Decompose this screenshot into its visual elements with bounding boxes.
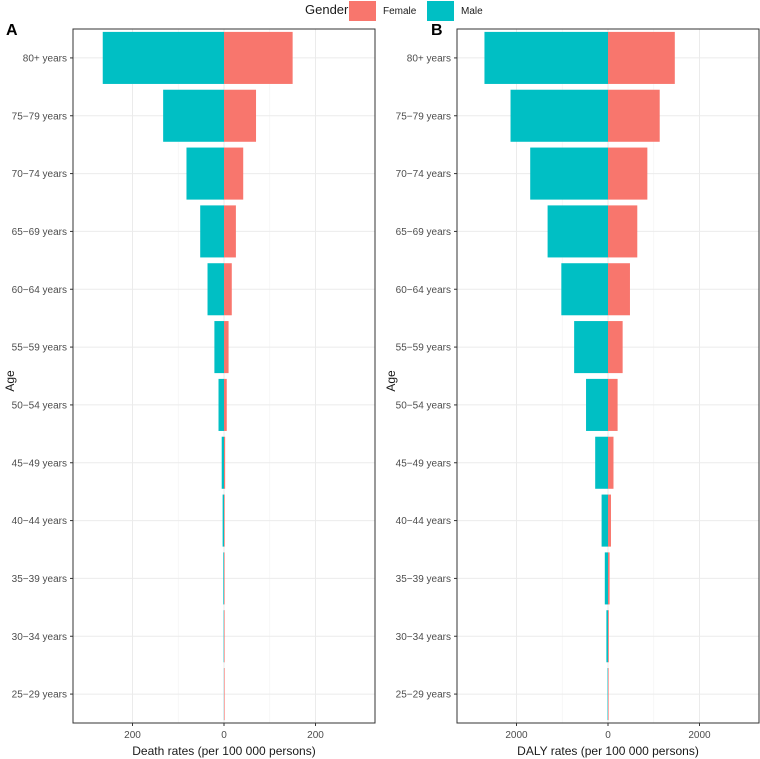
y-tick-label: 25−29 years <box>396 690 451 701</box>
y-tick-label: 55−59 years <box>396 343 451 354</box>
bar-female-a <box>224 147 244 200</box>
legend-label-female: Female <box>383 6 417 17</box>
y-tick-label: 55−59 years <box>12 343 67 354</box>
bar-female-b <box>608 610 609 663</box>
y-tick-label: 60−64 years <box>396 285 451 296</box>
bar-female-a <box>224 378 227 431</box>
legend-swatch-female <box>349 1 376 21</box>
bar-male-b <box>604 552 608 605</box>
x-axis-title-b: DALY rates (per 100 000 persons) <box>517 744 699 758</box>
y-tick-label: 45−49 years <box>12 458 67 469</box>
y-tick-label: 80+ years <box>23 53 67 64</box>
bar-female-a <box>224 610 225 663</box>
bar-male-a <box>214 321 224 374</box>
bar-female-b <box>608 668 609 721</box>
bar-male-a <box>221 436 224 489</box>
y-tick-label: 70−74 years <box>396 169 451 180</box>
x-ticks-b: 2000 0 2000 <box>505 723 711 741</box>
y-tick-label: 35−39 years <box>12 574 67 585</box>
bar-female-b <box>608 89 660 142</box>
bar-male-b <box>574 321 608 374</box>
bar-male-a <box>163 89 224 142</box>
bar-female-a <box>224 89 257 142</box>
bars-b <box>484 31 675 721</box>
x-tick-label: 200 <box>124 730 141 741</box>
bar-male-b <box>484 31 608 84</box>
bar-male-b <box>601 494 608 547</box>
bar-male-b <box>547 205 608 258</box>
bar-male-b <box>510 89 608 142</box>
bar-male-b <box>530 147 608 200</box>
bar-female-b <box>608 378 618 431</box>
bar-male-a <box>218 378 224 431</box>
bar-male-a <box>223 610 225 663</box>
panel-b: B Age DALY rates (per 100 000 persons) 8… <box>384 22 760 758</box>
bar-female-b <box>608 205 638 258</box>
y-axis-title-b: Age <box>384 370 398 392</box>
bar-female-a <box>224 552 225 605</box>
bar-male-a <box>102 31 224 84</box>
bar-male-a <box>200 205 224 258</box>
bar-female-b <box>608 31 675 84</box>
y-tick-label: 75−79 years <box>12 111 67 122</box>
y-tick-label: 50−54 years <box>12 400 67 411</box>
bar-male-b <box>586 378 608 431</box>
bar-female-a <box>224 436 226 489</box>
legend-swatch-male <box>427 1 454 21</box>
bar-female-b <box>608 436 614 489</box>
bar-male-a <box>222 494 224 547</box>
bar-male-a <box>186 147 224 200</box>
legend-label-male: Male <box>461 6 483 17</box>
bar-female-b <box>608 552 610 605</box>
bar-female-b <box>608 494 611 547</box>
panel-a: A Age Death rates (per 100 000 persons) … <box>3 22 376 758</box>
bar-male-a <box>223 552 224 605</box>
panel-label-a: A <box>6 22 18 39</box>
bar-male-b <box>606 610 608 663</box>
bar-male-b <box>561 263 608 316</box>
y-tick-label: 40−44 years <box>396 516 451 527</box>
bar-female-a <box>224 494 225 547</box>
x-ticks-a: 200 0 200 <box>124 723 324 741</box>
bar-male-b <box>607 668 609 721</box>
y-tick-label: 45−49 years <box>396 458 451 469</box>
y-tick-label: 50−54 years <box>396 400 451 411</box>
y-tick-label: 35−39 years <box>396 574 451 585</box>
bar-female-a <box>224 31 293 84</box>
x-tick-label: 0 <box>605 730 611 741</box>
y-ticks-b: 80+ years 75−79 years 70−74 years 65−69 yea… <box>396 53 457 701</box>
y-tick-label: 65−69 years <box>12 227 67 238</box>
x-tick-label: 2000 <box>505 730 528 741</box>
bar-female-b <box>608 147 648 200</box>
bars-a <box>102 31 293 721</box>
y-tick-label: 70−74 years <box>12 169 67 180</box>
y-tick-label: 60−64 years <box>12 285 67 296</box>
y-tick-label: 40−44 years <box>12 516 67 527</box>
x-axis-title-a: Death rates (per 100 000 persons) <box>132 744 315 758</box>
bar-female-b <box>608 321 623 374</box>
y-tick-label: 25−29 years <box>12 690 67 701</box>
bar-female-a <box>224 668 225 721</box>
x-tick-label: 2000 <box>688 730 711 741</box>
bar-female-a <box>224 205 236 258</box>
bar-female-b <box>608 263 630 316</box>
y-tick-label: 30−34 years <box>396 632 451 643</box>
legend-title: Gender <box>305 2 349 17</box>
y-tick-label: 30−34 years <box>12 632 67 643</box>
legend: Gender Female Male <box>305 1 483 21</box>
x-tick-label: 0 <box>221 730 227 741</box>
y-tick-label: 80+ years <box>407 53 451 64</box>
y-axis-title-a: Age <box>3 370 17 392</box>
y-ticks-a: 80+ years 75−79 years 70−74 years 65−69 yea… <box>12 53 73 701</box>
panel-label-b: B <box>431 22 443 39</box>
x-tick-label: 200 <box>307 730 324 741</box>
y-tick-label: 75−79 years <box>396 111 451 122</box>
bar-female-a <box>224 263 232 316</box>
bar-female-a <box>224 321 229 374</box>
bar-male-b <box>595 436 608 489</box>
bar-male-a <box>207 263 224 316</box>
y-tick-label: 65−69 years <box>396 227 451 238</box>
